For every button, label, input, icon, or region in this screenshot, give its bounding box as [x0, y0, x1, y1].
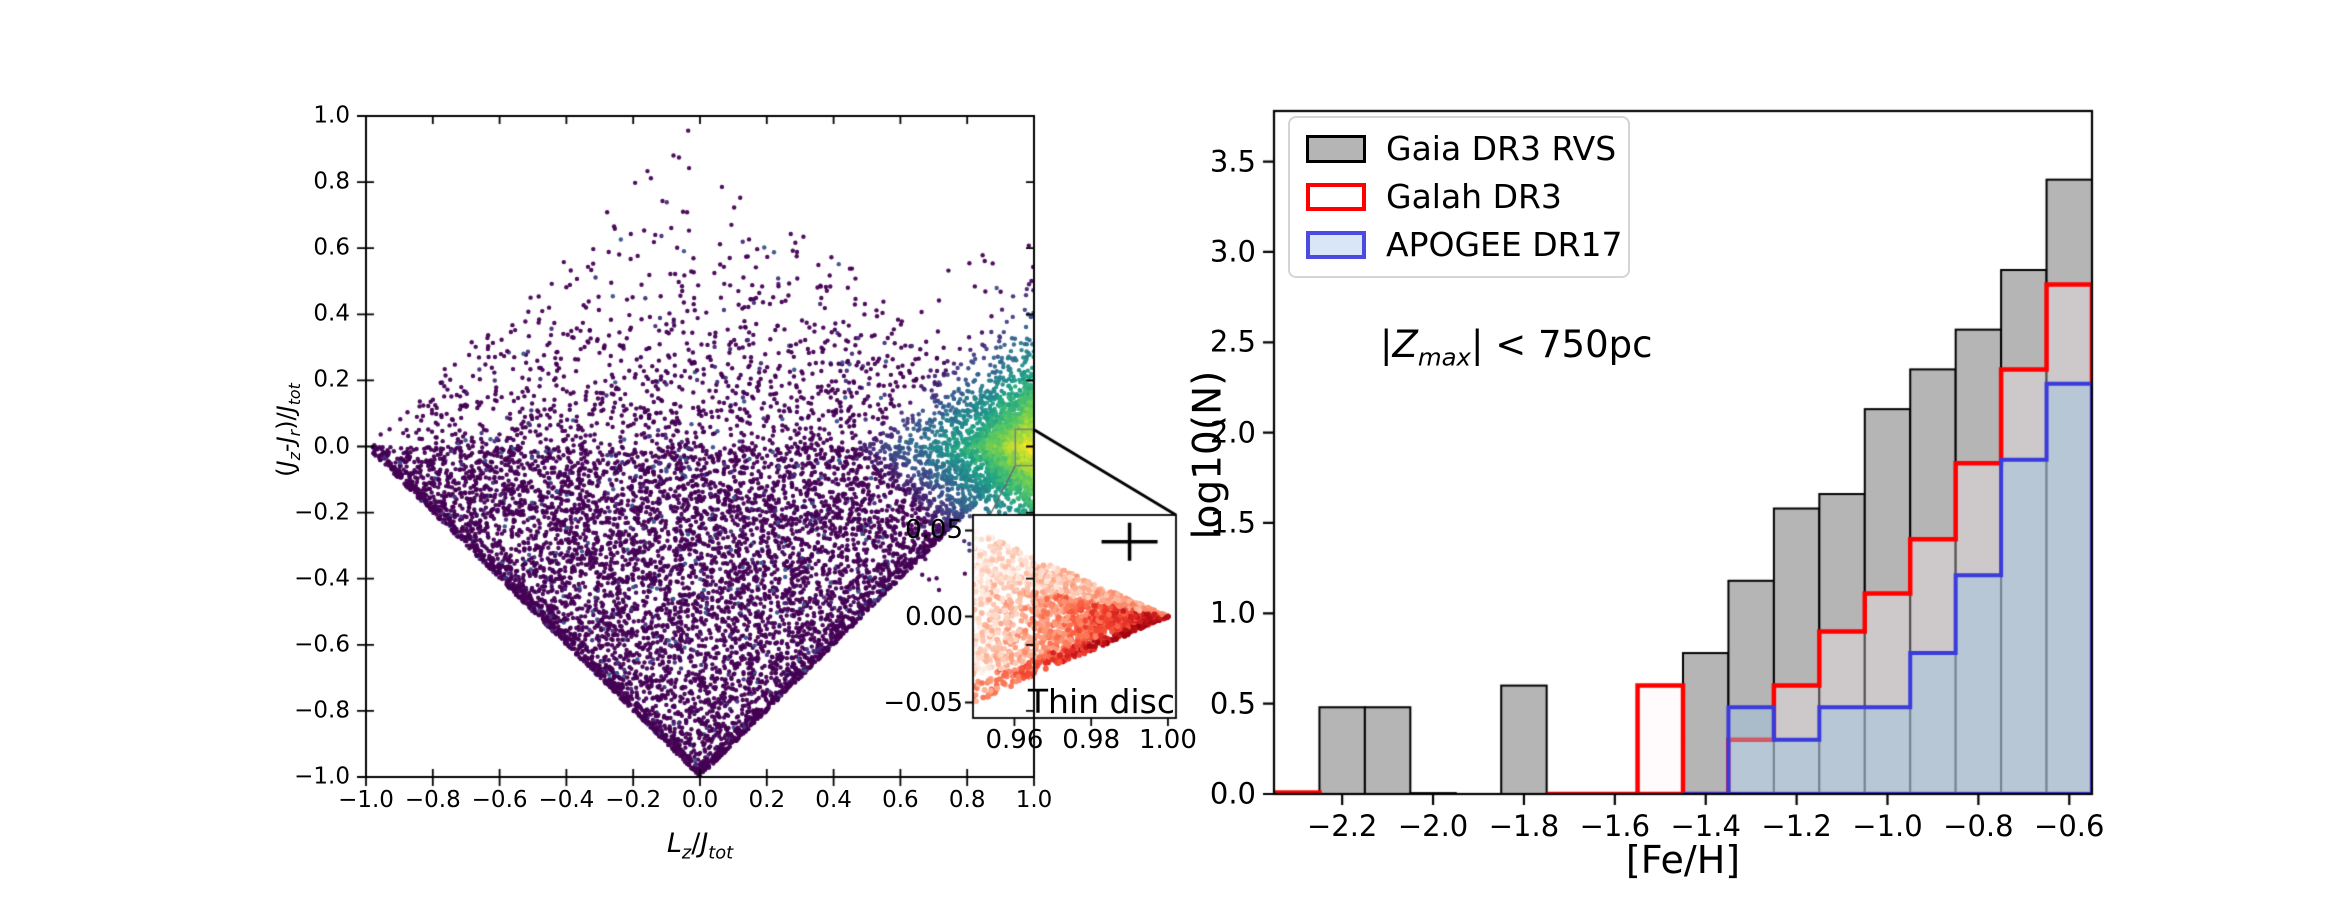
label-segment: )/	[272, 412, 301, 430]
right-panel-x-tick-label: −2.0	[1397, 809, 1469, 843]
label-segment: tot	[284, 383, 304, 406]
left-panel-y-tick-label: 1.0	[313, 102, 350, 129]
right-panel-y-tick-label: 0.5	[1209, 686, 1256, 721]
left-panel-x-tick-label: −0.6	[471, 787, 528, 813]
inset-x-tick-label: 0.98	[1062, 725, 1121, 755]
right-panel-y-tick-label: 3.0	[1209, 234, 1256, 269]
right-panel-x-tick-label: −0.6	[2034, 809, 2105, 843]
right-panel-x-tick-label: −2.2	[1306, 809, 1378, 843]
right-panel-x-tick-label: −1.6	[1579, 809, 1651, 843]
legend-item: Galah DR3	[1306, 176, 1628, 216]
inset-y-tick-label: −0.05	[883, 687, 963, 718]
label-segment: tot	[708, 842, 734, 864]
left-panel-x-tick-label: 0.6	[882, 787, 919, 813]
label-segment: /	[691, 828, 701, 859]
right-panel-y-tick-label: 2.5	[1209, 324, 1256, 359]
inset-x-tick-label: 1.00	[1138, 725, 1197, 755]
label-segment: J	[272, 436, 301, 444]
legend-item: Gaia DR3 RVS	[1306, 130, 1628, 168]
legend-item: APOGEE DR17	[1306, 224, 1628, 264]
label-segment: r	[284, 429, 304, 437]
left-panel-y-tick-label: −0.2	[294, 499, 350, 526]
label-segment: Z	[1392, 323, 1418, 366]
label-segment: max	[1417, 342, 1472, 372]
left-panel-x-tick-label: −0.2	[605, 787, 662, 813]
left-panel-y-tick-label: 0.4	[313, 300, 350, 327]
label-segment: z	[284, 452, 304, 461]
legend-swatch	[1306, 182, 1366, 211]
right-panel-x-tick-label: −1.8	[1488, 809, 1560, 843]
left-panel-x-tick-label: 0.8	[948, 787, 986, 813]
histogram-legend: Gaia DR3 RVS Galah DR3 APOGEE DR17	[1288, 116, 1630, 278]
legend-swatch	[1306, 134, 1366, 163]
right-panel-x-tick-label: −1.4	[1670, 809, 1741, 843]
inset-x-tick-label: 0.96	[985, 725, 1044, 755]
left-panel-x-tick-label: 0.2	[748, 787, 786, 813]
left-panel-x-tick-label: −0.4	[538, 787, 595, 813]
label-segment: (	[272, 467, 301, 477]
left-panel-x-tick-label: 0.0	[681, 787, 719, 813]
label-segment: J	[272, 460, 301, 468]
left-panel-y-tick-label: 0.8	[313, 168, 350, 195]
label-segment: J	[700, 828, 709, 859]
left-y-axis-label: (Jz-Jr)/Jtot	[272, 383, 304, 477]
label-segment: L	[666, 828, 682, 859]
legend-item-label: Galah DR3	[1386, 176, 1562, 216]
right-panel-y-tick-label: 2.0	[1209, 415, 1256, 450]
right-panel-y-tick-label: 0.0	[1209, 776, 1256, 811]
left-panel-x-tick-label: 0.4	[815, 787, 852, 813]
label-segment: | < 750pc	[1471, 323, 1653, 366]
legend-item-label: APOGEE DR17	[1386, 224, 1623, 264]
legend-swatch	[1306, 230, 1366, 259]
left-x-axis-label: Lz/Jtot	[667, 828, 733, 863]
left-panel-y-tick-label: 0.0	[313, 433, 350, 459]
left-panel-y-tick-label: 0.6	[313, 234, 350, 261]
right-panel-y-tick-label: 3.5	[1209, 144, 1256, 179]
label-segment: J	[272, 405, 301, 413]
left-panel-x-tick-label: −0.8	[404, 787, 461, 813]
left-panel-y-tick-label: −0.8	[294, 697, 350, 724]
left-panel-x-tick-label: −1.0	[338, 787, 394, 813]
right-y-axis-label: log10(N)	[1185, 370, 1231, 540]
right-panel-x-tick-label: −1.2	[1761, 809, 1832, 843]
left-panel-y-tick-label: 0.2	[313, 366, 350, 393]
right-x-axis-label: [Fe/H]	[1625, 838, 1741, 882]
legend-item-label: Gaia DR3 RVS	[1386, 129, 1617, 168]
label-segment: |	[1380, 323, 1393, 366]
inset-y-tick-label: 0.05	[905, 515, 963, 546]
left-panel-y-tick-label: −1.0	[294, 763, 350, 790]
right-panel-y-tick-label: 1.0	[1209, 595, 1256, 630]
left-panel-y-tick-label: −0.4	[294, 565, 350, 592]
right-panel-x-tick-label: −1.0	[1852, 809, 1923, 843]
zmax-selection-annotation: |Zmax| < 750pc	[1380, 323, 1652, 371]
thin-disc-inset-label: Thin disc	[1027, 682, 1175, 721]
label-segment: z	[681, 842, 692, 864]
label-segment: -	[272, 443, 301, 453]
right-panel-y-tick-label: 1.5	[1209, 505, 1256, 540]
left-panel-y-tick-label: −0.6	[294, 631, 350, 658]
left-panel-x-tick-label: 1.0	[1015, 787, 1053, 813]
right-panel-x-tick-label: −0.8	[1943, 809, 2014, 843]
inset-y-tick-label: 0.00	[905, 601, 963, 632]
